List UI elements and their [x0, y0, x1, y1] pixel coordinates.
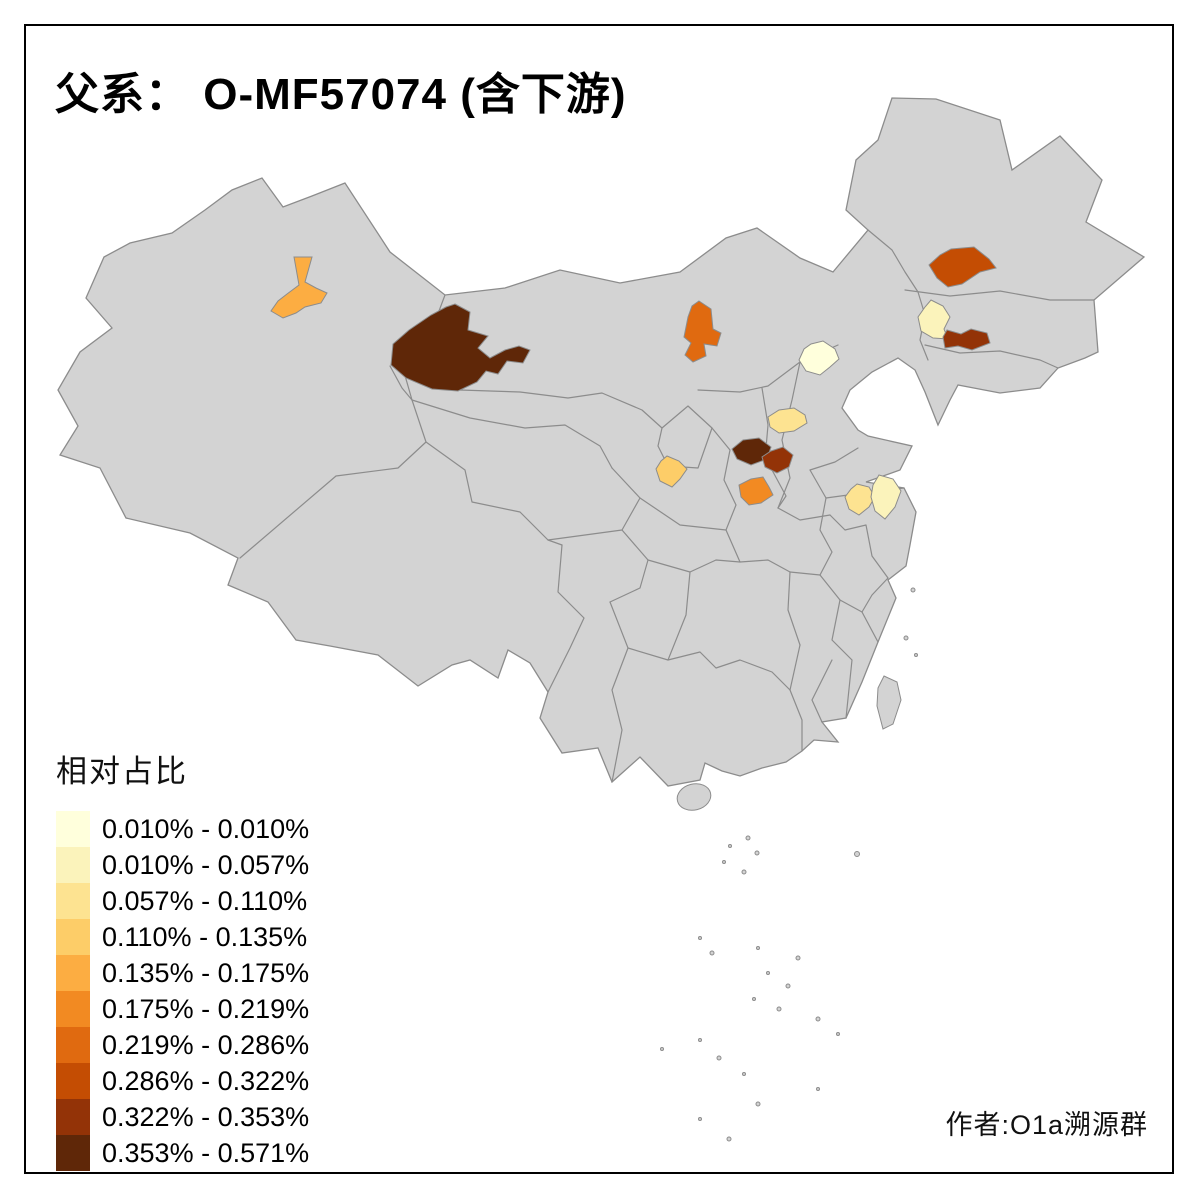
region-inner-mongolia-central [683, 300, 722, 363]
legend-label: 0.353% - 0.571% [102, 1137, 310, 1168]
region-shaanxi-north [731, 437, 772, 466]
legend-label: 0.057% - 0.110% [102, 885, 308, 916]
legend-row: 0.110% - 0.135% [56, 919, 309, 955]
region-xinjiang-central [270, 256, 328, 319]
choropleth-patches [270, 246, 997, 520]
legend-rows: 0.010% - 0.010% 0.010% - 0.057% 0.057% - 0… [56, 811, 309, 1171]
china-mainland-shape [57, 97, 1146, 787]
legend-swatch [56, 883, 90, 919]
legend-row: 0.322% - 0.353% [56, 1099, 309, 1135]
region-heilongjiang-harbin-area [928, 246, 997, 288]
legend-label: 0.175% - 0.219% [102, 993, 310, 1024]
region-shaanxi-central [738, 476, 774, 506]
legend: 相对占比 0.010% - 0.010% 0.010% - 0.057% 0.057… [56, 746, 309, 1171]
legend-swatch [56, 1063, 90, 1099]
legend-label: 0.110% - 0.135% [102, 921, 308, 952]
legend-swatch [56, 919, 90, 955]
region-jilin-changchun-area [917, 299, 951, 340]
legend-row: 0.135% - 0.175% [56, 955, 309, 991]
hainan-island [676, 783, 712, 811]
legend-row: 0.286% - 0.322% [56, 1063, 309, 1099]
attribution-text: 作者:O1a溯源群 [945, 1110, 1148, 1140]
legend-row: 0.010% - 0.057% [56, 847, 309, 883]
region-gansu-lanzhou-area [655, 455, 688, 488]
region-inner-mongolia-west [390, 303, 531, 392]
legend-swatch [56, 847, 90, 883]
plot-frame [24, 24, 1174, 1174]
legend-title: 相对占比 [56, 754, 188, 789]
legend-row: 0.010% - 0.010% [56, 811, 309, 847]
region-shanxi-west [761, 446, 794, 474]
region-hebei-southwest [767, 407, 808, 434]
region-jiangsu-northeast [870, 474, 902, 520]
legend-label: 0.135% - 0.175% [102, 957, 310, 988]
legend-label: 0.010% - 0.010% [102, 813, 310, 844]
region-jiangsu-northwest [844, 483, 876, 516]
legend-swatch [56, 1135, 90, 1171]
legend-label: 0.010% - 0.057% [102, 849, 310, 880]
islands [660, 587, 918, 1142]
legend-row: 0.353% - 0.571% [56, 1135, 309, 1171]
legend-row: 0.219% - 0.286% [56, 1027, 309, 1063]
region-liaoning-north [942, 328, 991, 351]
page-title: 父系： O-MF57074 (含下游) [55, 70, 627, 119]
legend-swatch [56, 1027, 90, 1063]
taiwan-island [876, 675, 902, 730]
legend-label: 0.286% - 0.322% [102, 1065, 310, 1096]
legend-swatch [56, 955, 90, 991]
legend-label: 0.219% - 0.286% [102, 1029, 310, 1060]
legend-label: 0.322% - 0.353% [102, 1101, 310, 1132]
legend-row: 0.057% - 0.110% [56, 883, 309, 919]
legend-row: 0.175% - 0.219% [56, 991, 309, 1027]
region-beijing [798, 340, 840, 376]
legend-swatch [56, 1099, 90, 1135]
legend-swatch [56, 811, 90, 847]
legend-swatch [56, 991, 90, 1027]
